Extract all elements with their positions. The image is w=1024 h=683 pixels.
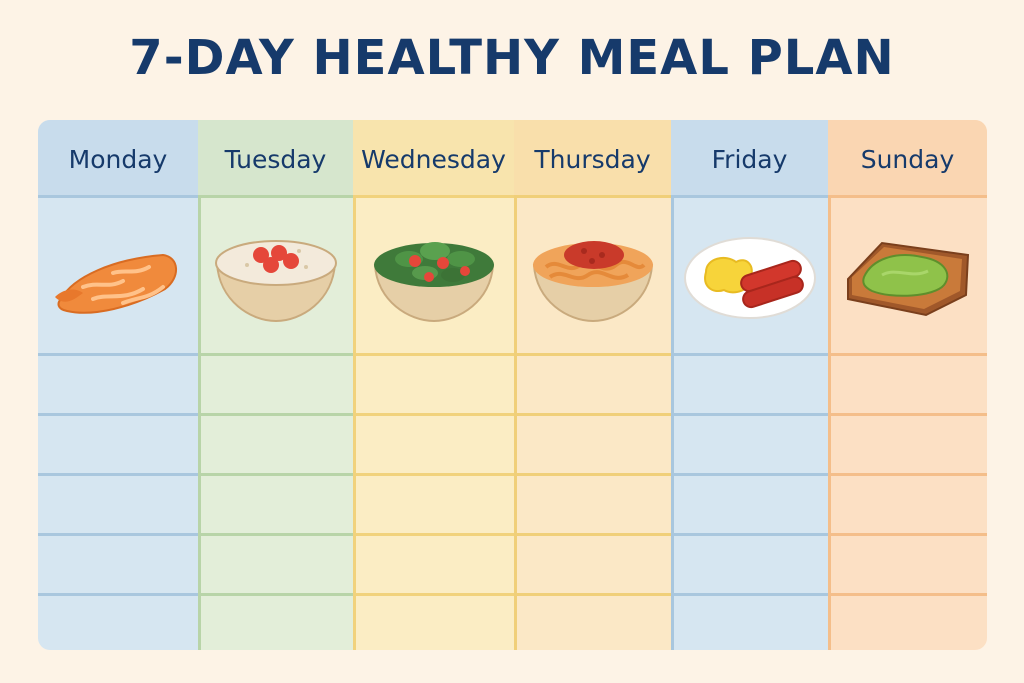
meal-slot[interactable] bbox=[353, 356, 514, 416]
meal-cell-monday[interactable] bbox=[38, 198, 198, 356]
day-header-wednesday: Wednesday bbox=[353, 120, 514, 198]
meal-slot[interactable] bbox=[353, 476, 514, 536]
meal-slot[interactable] bbox=[514, 416, 671, 476]
meal-slot[interactable] bbox=[198, 476, 353, 536]
day-header-tuesday: Tuesday bbox=[198, 120, 353, 198]
meal-slot[interactable] bbox=[198, 416, 353, 476]
meal-slot[interactable] bbox=[828, 476, 987, 536]
meal-slot[interactable] bbox=[38, 476, 198, 536]
meal-cell-tuesday[interactable] bbox=[198, 198, 353, 356]
meal-slot[interactable] bbox=[671, 416, 828, 476]
meal-slot[interactable] bbox=[38, 356, 198, 416]
page-title: 7-DAY HEALTHY MEAL PLAN bbox=[129, 30, 895, 86]
day-column-thursday: Thursday bbox=[514, 120, 671, 650]
meal-slot[interactable] bbox=[828, 596, 987, 650]
eggs-sausage-plate-icon bbox=[683, 237, 816, 319]
day-header-thursday: Thursday bbox=[514, 120, 671, 198]
day-column-friday: Friday bbox=[671, 120, 828, 650]
meal-slot[interactable] bbox=[828, 416, 987, 476]
meal-slot[interactable] bbox=[353, 596, 514, 650]
meal-slot[interactable] bbox=[38, 416, 198, 476]
day-header-sunday: Sunday bbox=[828, 120, 987, 198]
day-column-monday: Monday bbox=[38, 120, 198, 650]
meal-slot[interactable] bbox=[828, 356, 987, 416]
oatmeal-berries-bowl-icon bbox=[214, 240, 337, 323]
day-header-friday: Friday bbox=[671, 120, 828, 198]
meal-slot[interactable] bbox=[671, 536, 828, 596]
meal-slot[interactable] bbox=[198, 596, 353, 650]
meal-slot[interactable] bbox=[38, 536, 198, 596]
avocado-toast-icon bbox=[846, 241, 969, 317]
meal-slot[interactable] bbox=[671, 476, 828, 536]
meal-cell-friday[interactable] bbox=[671, 198, 828, 356]
meal-cell-wednesday[interactable] bbox=[353, 198, 514, 356]
spinach-salad-bowl-icon bbox=[373, 242, 494, 323]
meal-cell-sunday[interactable] bbox=[828, 198, 987, 356]
meal-slot[interactable] bbox=[671, 356, 828, 416]
salmon-fillet-icon bbox=[55, 253, 177, 314]
meal-slot[interactable] bbox=[828, 536, 987, 596]
meal-slot[interactable] bbox=[514, 596, 671, 650]
pasta-bowl-icon bbox=[532, 241, 653, 323]
day-header-monday: Monday bbox=[38, 120, 198, 198]
meal-slot[interactable] bbox=[38, 596, 198, 650]
day-column-sunday: Sunday bbox=[828, 120, 987, 650]
meal-slot[interactable] bbox=[514, 536, 671, 596]
meal-slot[interactable] bbox=[353, 536, 514, 596]
meal-slot[interactable] bbox=[353, 416, 514, 476]
meal-slot[interactable] bbox=[198, 356, 353, 416]
day-column-wednesday: Wednesday bbox=[353, 120, 514, 650]
meal-slot[interactable] bbox=[671, 596, 828, 650]
meal-plan-grid: Monday Tuesday bbox=[38, 120, 987, 650]
meal-slot[interactable] bbox=[514, 356, 671, 416]
meal-slot[interactable] bbox=[198, 536, 353, 596]
day-column-tuesday: Tuesday bbox=[198, 120, 353, 650]
meal-cell-thursday[interactable] bbox=[514, 198, 671, 356]
meal-slot[interactable] bbox=[514, 476, 671, 536]
